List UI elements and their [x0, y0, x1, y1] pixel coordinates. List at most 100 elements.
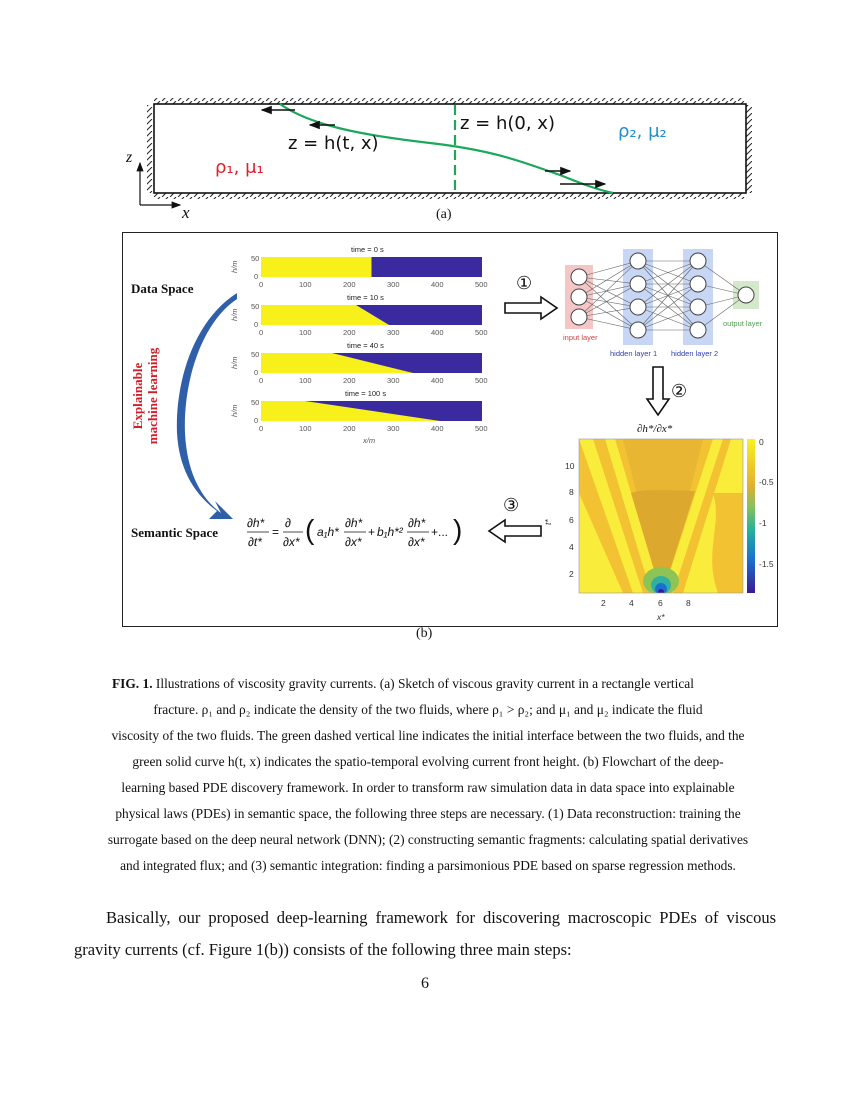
axis-z-label: z [126, 149, 133, 166]
svg-text:h/m: h/m [230, 260, 239, 273]
caption-line-7: surrogate based on the deep neural netwo… [107, 832, 749, 847]
svg-text:0: 0 [259, 280, 263, 289]
svg-text:∂x*: ∂x* [408, 535, 425, 549]
page-number: 6 [421, 975, 429, 992]
caption-line-5: learning based PDE discovery framework. … [121, 780, 735, 795]
caption-line-3: viscosity of the two fluids. The green d… [111, 728, 745, 743]
svg-text:a₁h*: a₁h* [317, 525, 339, 539]
svg-text:∂: ∂ [285, 516, 291, 530]
svg-text:100: 100 [299, 328, 312, 337]
neural-network-diagram [565, 249, 759, 345]
svg-text:0: 0 [259, 328, 263, 337]
svg-text:(: ( [305, 514, 315, 545]
svg-text:2: 2 [601, 598, 606, 608]
svg-text:500: 500 [475, 328, 488, 337]
svg-text:t*: t* [543, 519, 553, 525]
subfigure-a-label: (a) [436, 207, 452, 222]
svg-text:8: 8 [569, 487, 574, 497]
svg-text:50: 50 [251, 350, 259, 359]
nn-input-layer-label: input layer [563, 333, 598, 342]
svg-text:=: = [272, 525, 279, 539]
caption-line-2: fracture. ρ₁ and ρ₂ indicate the density… [153, 702, 703, 717]
contour-plot: 0 -0.5 -1 -1.5 10 8 6 4 2 2 4 6 8 x* t* [543, 437, 774, 622]
svg-text:x/m: x/m [362, 436, 375, 445]
svg-text:∂t*: ∂t* [248, 535, 262, 549]
svg-text:+...: +... [431, 525, 448, 539]
svg-text:6: 6 [569, 515, 574, 525]
svg-text:-0.5: -0.5 [759, 477, 774, 487]
svg-text:time = 40 s: time = 40 s [347, 341, 384, 350]
svg-text:0: 0 [254, 416, 258, 425]
svg-text:300: 300 [387, 376, 400, 385]
nn-hidden-layer-1-label: hidden layer 1 [610, 349, 658, 358]
svg-text:b₁h*²: b₁h*² [377, 525, 404, 539]
svg-text:∂h*: ∂h* [247, 516, 265, 530]
svg-text:h/m: h/m [230, 404, 239, 417]
svg-text:time = 10 s: time = 10 s [347, 293, 384, 302]
svg-text:∂x*: ∂x* [345, 535, 362, 549]
label-h0: z = h(0, x) [460, 113, 555, 134]
svg-text:∂x*: ∂x* [283, 535, 300, 549]
svg-text:4: 4 [569, 542, 574, 552]
subfigure-b-label: (b) [416, 626, 433, 641]
svg-text:4: 4 [629, 598, 634, 608]
svg-text:h/m: h/m [230, 356, 239, 369]
svg-text:300: 300 [387, 424, 400, 433]
contour-title: ∂h*/∂x* [637, 423, 673, 435]
svg-text:300: 300 [387, 328, 400, 337]
down-arrow-icon [645, 366, 671, 417]
explainable-ml-label: Explainable machine learning [130, 347, 160, 445]
svg-text:50: 50 [251, 398, 259, 407]
svg-text:8: 8 [686, 598, 691, 608]
step-3-label: ③ [503, 495, 520, 515]
svg-text:∂h*: ∂h* [345, 516, 363, 530]
svg-text:200: 200 [343, 376, 356, 385]
svg-text:0: 0 [259, 376, 263, 385]
svg-text:200: 200 [343, 424, 356, 433]
svg-text:2: 2 [569, 569, 574, 579]
svg-text:400: 400 [431, 280, 444, 289]
svg-text:100: 100 [299, 280, 312, 289]
pde-equation-render: ∂h* ∂t* = ∂ ∂x* ( a₁h* ∂h* ∂x* + b₁h*² ∂… [247, 514, 462, 549]
label-ht: z = h(t, x) [288, 133, 379, 154]
svg-text:h/m: h/m [230, 308, 239, 321]
svg-text:50: 50 [251, 254, 259, 263]
svg-text:+: + [368, 525, 375, 539]
svg-text:): ) [453, 514, 462, 545]
caption-line-1: FIG. 1. Illustrations of viscosity gravi… [112, 676, 694, 691]
svg-text:time = 100 s: time = 100 s [345, 389, 386, 398]
svg-text:∂h*: ∂h* [408, 516, 426, 530]
semantic-space-label: Semantic Space [131, 525, 219, 540]
right-arrow-icon [504, 295, 559, 321]
svg-text:300: 300 [387, 280, 400, 289]
pde-equation: ∂h* ∂t* = ∂ ∂x* ( a₁h* ∂h* ∂x* + b₁h*² ∂… [245, 513, 465, 557]
svg-text:0: 0 [259, 424, 263, 433]
step-1-label: ① [516, 273, 533, 293]
svg-text:x*: x* [656, 612, 665, 622]
caption-line-8: and integrated flux; and (3) semantic in… [120, 858, 736, 873]
step-2-label: ② [671, 381, 688, 401]
curved-arrow-icon [176, 293, 237, 519]
figure-caption: FIG. 1. Illustrations of viscosity gravi… [72, 671, 784, 879]
svg-text:400: 400 [431, 328, 444, 337]
plot-title-0: time = 0 s [351, 245, 384, 254]
caption-line-4: green solid curve h(t, x) indicates the … [132, 754, 724, 769]
fracture-sketch [136, 98, 752, 209]
svg-text:6: 6 [658, 598, 663, 608]
svg-text:200: 200 [343, 280, 356, 289]
nn-hidden-layer-2-label: hidden layer 2 [671, 349, 719, 358]
nn-output-layer-label: output layer [723, 319, 763, 328]
svg-text:0: 0 [254, 368, 258, 377]
svg-text:400: 400 [431, 376, 444, 385]
svg-text:100: 100 [299, 424, 312, 433]
svg-text:0: 0 [759, 437, 764, 447]
body-paragraph: Basically, our proposed deep-learning fr… [74, 908, 776, 959]
svg-text:0: 0 [254, 272, 258, 281]
svg-text:10: 10 [565, 461, 575, 471]
svg-text:200: 200 [343, 328, 356, 337]
svg-text:0: 0 [254, 320, 258, 329]
svg-text:500: 500 [475, 376, 488, 385]
svg-text:-1.5: -1.5 [759, 559, 774, 569]
figure-b: Data Space Semantic Space Explainable ma… [122, 232, 778, 627]
axis-x-label: x [182, 203, 190, 222]
